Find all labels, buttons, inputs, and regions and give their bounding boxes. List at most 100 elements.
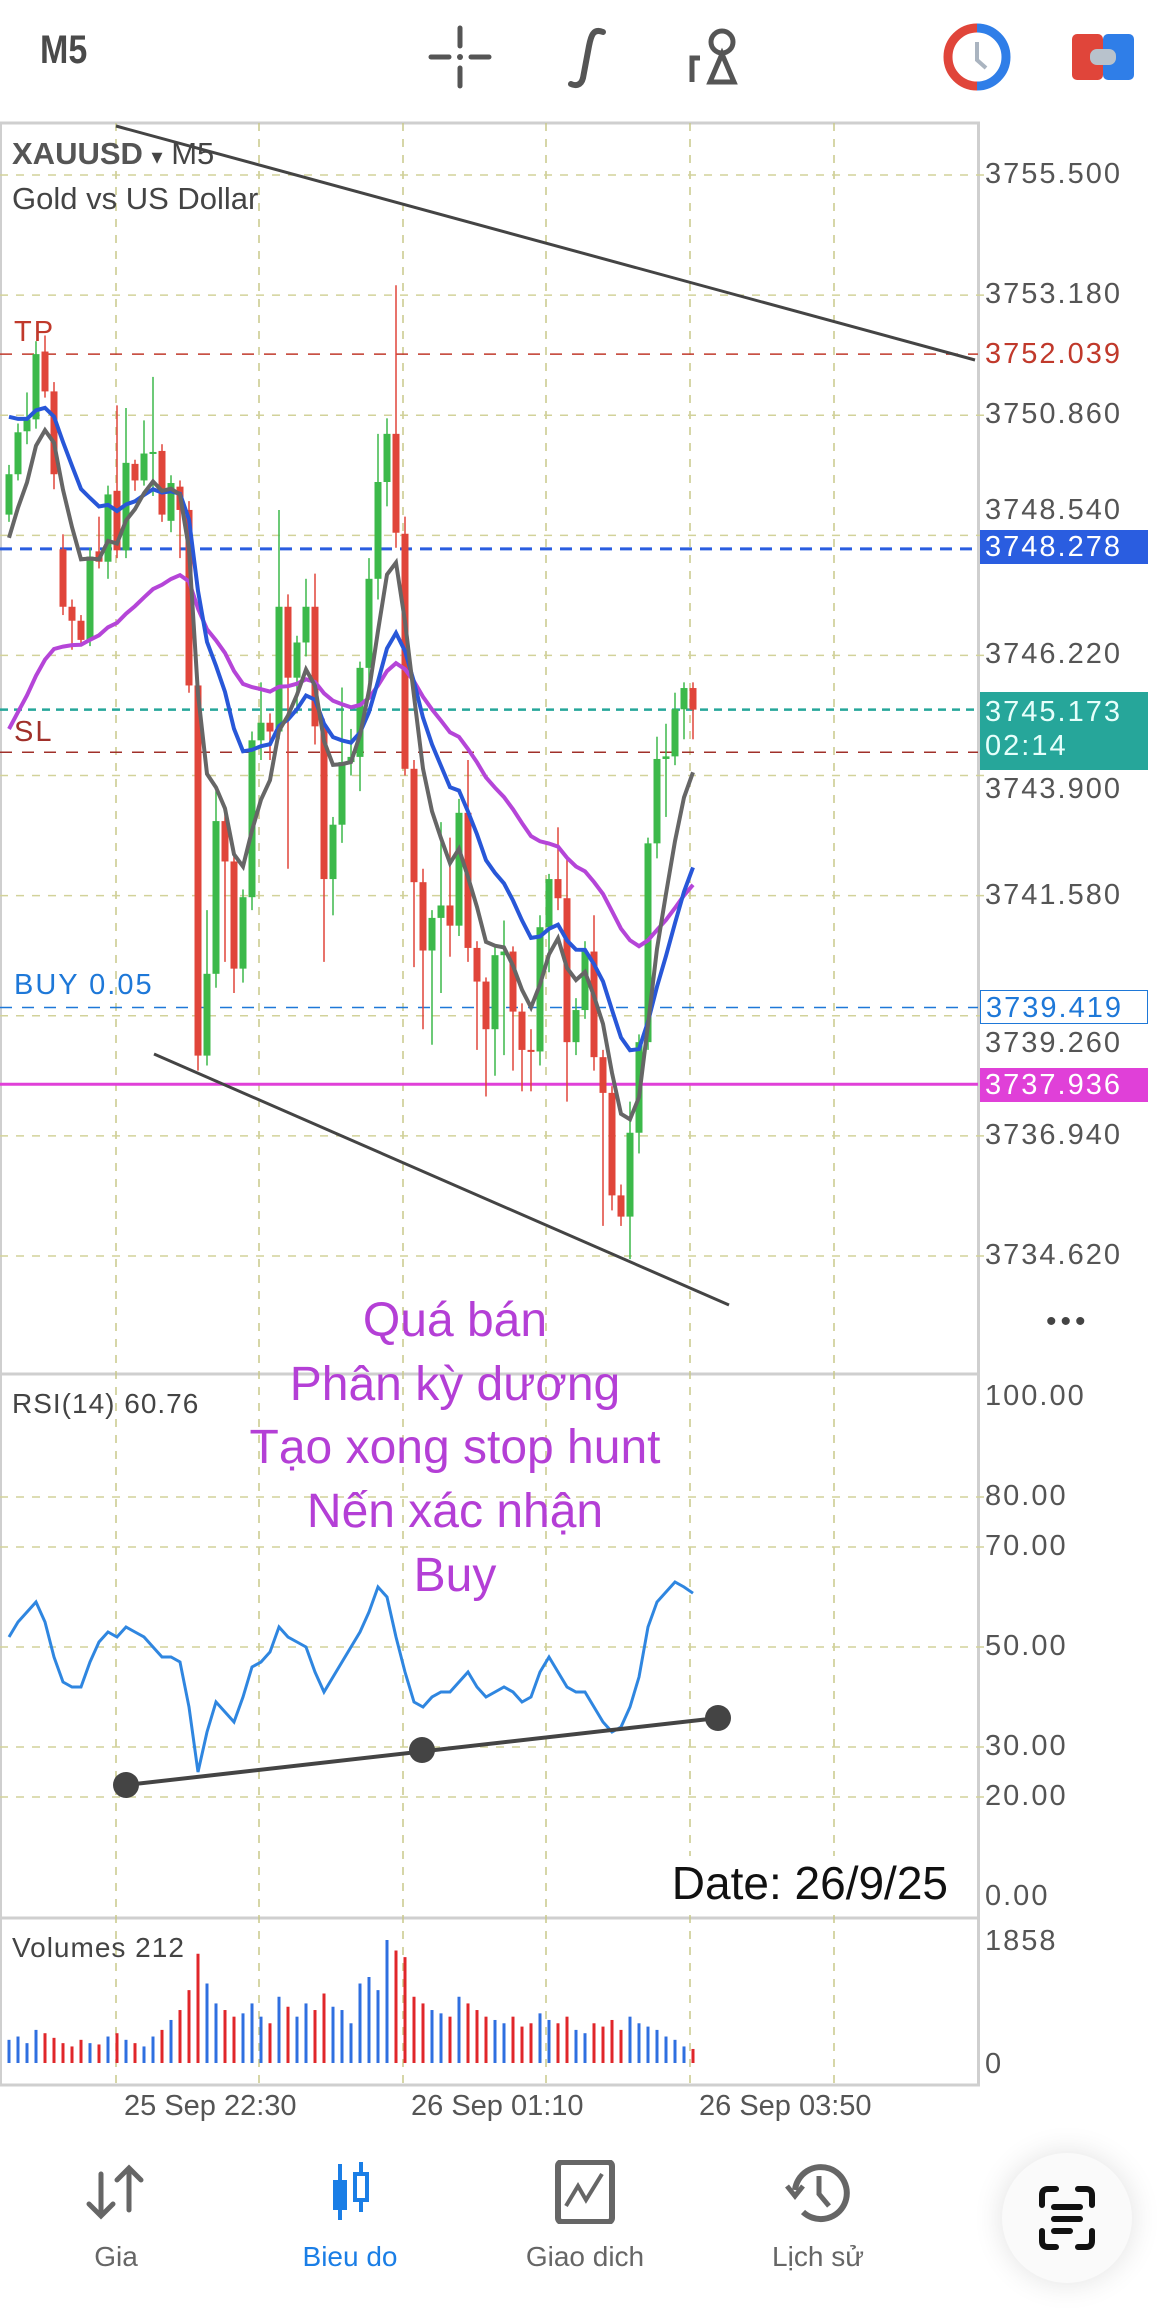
scan-text-icon (1039, 2186, 1095, 2250)
candle-body (392, 433, 400, 533)
candle (320, 718, 328, 962)
candle (77, 615, 85, 647)
candle-body (194, 685, 202, 1056)
candle-body (32, 354, 40, 420)
scan-text-button[interactable] (1002, 2153, 1132, 2283)
candle (662, 723, 670, 817)
candle-body (482, 981, 490, 1030)
candle-body (167, 483, 175, 521)
candle-body (302, 606, 310, 643)
time-tick: 26 Sep 03:50 (699, 2090, 872, 2122)
rsi-tick: 0.00 (985, 1880, 1050, 1912)
candle (149, 376, 157, 496)
candle (266, 713, 274, 761)
candle (482, 977, 490, 1097)
candle-body (203, 973, 211, 1056)
candle (113, 405, 121, 559)
candle (284, 594, 292, 869)
rsi-line (7, 1580, 694, 1773)
buy-position-label[interactable]: BUY 0.05 (14, 969, 154, 1001)
timeframe-button[interactable]: M5 (40, 28, 88, 72)
candle (239, 889, 247, 983)
candle-body (428, 917, 436, 951)
nav-history[interactable]: Lịch sử (728, 2160, 908, 2273)
nav-label: Giao dich (525, 2241, 645, 2272)
candle-body (383, 433, 391, 482)
candle (104, 485, 112, 579)
candle-body (518, 1011, 526, 1050)
candle-body (545, 879, 553, 928)
candle (653, 736, 661, 859)
candle (374, 433, 382, 600)
more-options-icon[interactable]: ••• (1046, 1305, 1090, 1338)
chart-frame (0, 121, 980, 2087)
candle-body (473, 947, 481, 982)
candle-body (50, 391, 58, 475)
one-click-trading-clock-icon[interactable] (942, 22, 1012, 92)
candle-body (104, 494, 112, 562)
symbol-description: Gold vs US Dollar (12, 181, 259, 216)
volumes-legend: Volumes 212 (12, 1932, 185, 1963)
price-tick: 3734.620 (985, 1238, 1122, 1271)
annotation-line: Buy (413, 1549, 497, 1602)
candle (392, 285, 400, 548)
objects-icon[interactable] (678, 22, 748, 92)
price-tick: 3748.540 (985, 494, 1122, 526)
candle-body (419, 882, 427, 951)
candle-body (59, 549, 67, 607)
nav-quotes[interactable]: Gia (26, 2160, 206, 2273)
candle-body (671, 709, 679, 757)
symbol-dropdown-icon[interactable]: ▾ (151, 144, 163, 169)
candle (455, 798, 463, 937)
rsi-divergence-point (113, 1772, 139, 1798)
rsi-tick: 50.00 (985, 1630, 1068, 1662)
rsi-divergence-point (409, 1737, 435, 1763)
annotation-line: Phân kỳ dương (289, 1358, 621, 1411)
indicators-f-icon[interactable] (555, 22, 625, 92)
candle-body (626, 1132, 634, 1217)
candle-body (275, 606, 283, 732)
candle (428, 910, 436, 1045)
price-tick: 3753.180 (985, 278, 1122, 311)
current-price-tag: 3745.173 02:14 (980, 692, 1148, 770)
crosshair-icon[interactable] (425, 22, 495, 92)
volume-tick: 1858 (985, 1925, 1058, 1957)
candle-body (320, 726, 328, 880)
trendline-lower (153, 1052, 730, 1307)
candle-body (374, 481, 382, 579)
candle (86, 547, 94, 647)
rsi-tick: 100.00 (985, 1380, 1086, 1412)
candle (365, 558, 373, 683)
candle (572, 998, 580, 1056)
candle (617, 1184, 625, 1226)
candle-body (599, 1057, 607, 1093)
nav-label: Bieu do (302, 2241, 398, 2272)
candle (302, 578, 310, 657)
time-tick: 26 Sep 01:10 (411, 2090, 584, 2122)
account-toggle-icon[interactable] (1068, 22, 1138, 92)
candle-body (491, 955, 499, 1030)
candle-body (329, 824, 337, 880)
candle (230, 853, 238, 993)
candle (383, 418, 391, 507)
candle (50, 382, 58, 490)
candle-body (14, 432, 22, 475)
nav-label: Lịch sử (772, 2241, 864, 2272)
candle (437, 822, 445, 993)
candle-body (266, 722, 274, 732)
candle (158, 444, 166, 522)
candle (140, 420, 148, 486)
magenta-line-price-tag: 3737.936 (980, 1068, 1148, 1102)
symbol-legend[interactable]: XAUUSD ▾ M5 (12, 136, 214, 172)
price-tick: 3755.500 (985, 158, 1122, 190)
candle-body (338, 762, 346, 825)
candle-body (140, 453, 148, 481)
candle (167, 475, 175, 533)
nav-trade[interactable]: Giao dich (495, 2159, 675, 2273)
nav-chart[interactable]: Bieu do (260, 2160, 440, 2273)
candle-body (77, 620, 85, 640)
candle-body (293, 642, 301, 678)
candle (554, 827, 562, 911)
candle (221, 811, 229, 962)
